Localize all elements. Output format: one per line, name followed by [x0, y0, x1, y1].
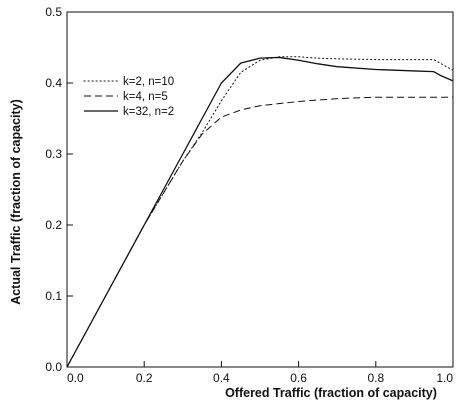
series-line-1: [66, 96, 453, 368]
plot-frame: [66, 11, 454, 368]
x-axis-title: Offered Traffic (fraction of capacity): [225, 386, 437, 400]
legend-label: k=4, n=5: [123, 91, 168, 103]
legend: k=2, n=10 k=4, n=5 k=32, n=2: [83, 76, 174, 118]
legend-label: k=32, n=2: [123, 106, 174, 118]
x-tick-label: 0.8: [367, 371, 384, 385]
x-ticks: 0.0 0.2 0.4 0.6 0.8 1.0: [66, 361, 454, 385]
y-tick-label: 0.0: [45, 360, 62, 374]
y-tick-label: 0.5: [45, 5, 62, 19]
series-line-0: [66, 56, 454, 368]
x-tick-label: 0.0: [67, 371, 84, 385]
x-tick-label: 0.2: [136, 371, 153, 385]
y-axis-title: Actual Traffic (fraction of capacity): [9, 99, 23, 305]
y-ticks: 0.0 0.1 0.2 0.3 0.4 0.5: [45, 5, 73, 374]
x-tick-label: 0.4: [213, 371, 230, 385]
x-tick-label: 1.0: [436, 371, 453, 385]
y-tick-label: 0.2: [45, 218, 62, 232]
y-tick-label: 0.3: [45, 147, 62, 161]
series-layer: [66, 56, 454, 368]
y-tick-label: 0.1: [45, 289, 62, 303]
x-tick-label: 0.6: [290, 371, 307, 385]
series-line-2: [66, 56, 454, 368]
legend-label: k=2, n=10: [123, 76, 174, 88]
y-tick-label: 0.4: [45, 76, 62, 90]
